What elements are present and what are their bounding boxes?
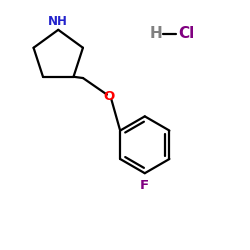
Text: F: F	[140, 179, 149, 192]
Text: NH: NH	[48, 15, 68, 28]
Text: Cl: Cl	[178, 26, 194, 41]
Text: H: H	[149, 26, 162, 41]
Text: O: O	[103, 90, 115, 103]
